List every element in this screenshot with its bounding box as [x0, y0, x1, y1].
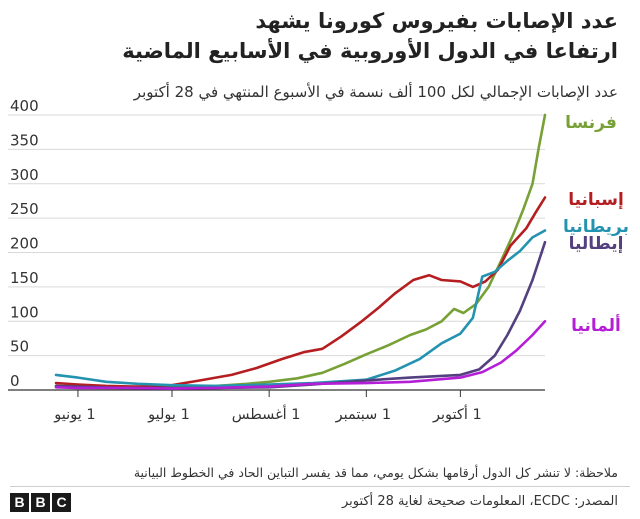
series-label: بريطانيا	[563, 217, 629, 237]
label-layer: 0 50 100 150 200 250 300 350 400 1 يونيو 1 يوليو 1 …	[10, 97, 629, 423]
y-tick-label: 300	[10, 166, 39, 184]
bbc-logo-block: C	[52, 493, 71, 512]
series-line	[54, 240, 547, 390]
footer: B B C المصدر: ECDC، المعلومات صحيحة لغاي…	[0, 484, 640, 519]
y-tick-label: 350	[10, 131, 39, 149]
source-text: المصدر: ECDC، المعلومات صحيحة لغاية 28 أ…	[341, 494, 618, 509]
x-tick-label: 1 يونيو	[53, 407, 95, 423]
grid-layer	[8, 114, 545, 397]
series-layer	[54, 113, 547, 390]
x-tick-label: 1 يوليو	[147, 407, 190, 423]
x-tick-label: 1 سبتمبر	[335, 407, 392, 423]
series-label: إسبانيا	[568, 190, 624, 210]
bbc-logo-block: B	[10, 493, 29, 512]
x-tick-label: 1 أغسطس	[232, 404, 301, 423]
y-tick-label: 150	[10, 269, 39, 287]
y-tick-label: 100	[10, 303, 39, 321]
series-line	[54, 229, 547, 388]
chart-note: ملاحظة: لا تنشر كل الدول أرقامها بشكل يو…	[133, 465, 618, 480]
chart-subtitle: عدد الإصابات الإجمالي لكل 100 ألف نسمة ف…	[133, 83, 618, 101]
series-label: ألمانيا	[571, 314, 621, 336]
series-label: فرنسا	[565, 113, 617, 133]
y-tick-label: 250	[10, 200, 39, 218]
title-line-2: ارتفاعا في الدول الأوروبية في الأسابيع ا…	[122, 39, 618, 63]
y-tick-label: 200	[10, 235, 39, 253]
bbc-logo: B B C	[10, 493, 71, 512]
footer-divider	[10, 486, 630, 487]
series-line	[54, 196, 547, 388]
x-tick-label: 1 أكتوبر	[432, 404, 482, 423]
series-line	[54, 113, 547, 390]
y-tick-label: 400	[10, 97, 39, 115]
y-tick-label: 0	[10, 372, 20, 390]
series-line	[54, 320, 547, 390]
y-tick-label: 50	[10, 338, 29, 356]
series-label: إيطاليا	[569, 234, 624, 254]
title-line-1: عدد الإصابات بفيروس كورونا يشهد	[255, 9, 618, 33]
chart-title: عدد الإصابات بفيروس كورونا يشهد ارتفاعا …	[18, 6, 618, 66]
bbc-logo-block: B	[31, 493, 50, 512]
